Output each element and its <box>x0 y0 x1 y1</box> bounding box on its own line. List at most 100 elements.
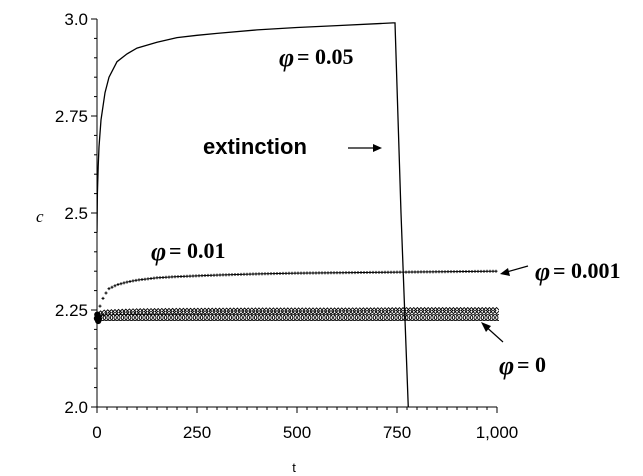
annotation-extinction: extinction <box>203 134 307 159</box>
series-marker <box>492 306 499 315</box>
series-marker <box>145 314 153 322</box>
y-tick-label: 2.25 <box>55 301 88 320</box>
series-marker <box>120 314 128 322</box>
series-marker <box>405 314 413 322</box>
series-marker <box>466 314 474 322</box>
series-marker <box>408 314 416 322</box>
series-marker <box>387 314 395 322</box>
series-marker <box>397 314 405 322</box>
annotation-phi-001: φ = 0.01 <box>151 237 226 266</box>
series-marker <box>217 314 225 322</box>
series-marker <box>178 314 186 322</box>
series-marker <box>207 314 215 322</box>
series-marker <box>315 314 323 322</box>
series-marker <box>156 314 164 322</box>
y-tick-label: 2.5 <box>64 204 88 223</box>
series-marker <box>135 314 143 322</box>
series-diamond-markers <box>97 306 499 319</box>
series-marker <box>477 314 485 322</box>
series-marker <box>142 314 150 322</box>
series-marker <box>415 314 423 322</box>
axes <box>96 19 497 408</box>
series-marker <box>347 314 355 322</box>
series-marker <box>336 314 344 322</box>
series-marker <box>261 314 269 322</box>
y-tick-label: 2.0 <box>64 398 88 417</box>
initial-cluster <box>93 311 102 325</box>
series-circle-markers <box>97 314 499 322</box>
series-marker <box>246 314 254 322</box>
series-marker <box>491 314 499 322</box>
annotation-phi-0-value: = 0 <box>517 352 546 377</box>
series-marker <box>100 309 108 317</box>
series-marker <box>199 314 207 322</box>
annotation-phi-0001-symbol: φ <box>535 257 550 286</box>
series-marker <box>106 314 114 322</box>
series-marker <box>462 314 470 322</box>
series-marker <box>293 314 301 322</box>
x-tick-label: 750 <box>383 423 411 442</box>
annotation-phi-0001: φ = 0.001 <box>535 257 621 286</box>
series-marker <box>282 314 290 322</box>
series-marker <box>459 314 467 322</box>
annotation-phi-0: φ = 0 <box>499 351 546 380</box>
x-tick-label: 250 <box>183 423 211 442</box>
series-marker <box>221 314 229 322</box>
annotation-phi-001-symbol: φ <box>151 237 166 266</box>
series-marker <box>412 314 420 322</box>
series-marker <box>318 314 326 322</box>
series-marker <box>127 314 135 322</box>
cluster-marker <box>95 317 102 325</box>
series-line <box>97 22 409 407</box>
series-marker <box>304 314 312 322</box>
series-marker <box>192 314 200 322</box>
series-marker <box>351 314 359 322</box>
series-marker <box>423 314 431 322</box>
series-marker <box>354 314 362 322</box>
y-tick-label: 3.0 <box>64 10 88 29</box>
series-marker <box>138 314 146 322</box>
series-marker <box>369 314 377 322</box>
series-marker <box>361 314 369 322</box>
series-marker <box>268 314 276 322</box>
series-marker <box>196 314 204 322</box>
ticks: 0 250 500 750 1,000 2.0 2.25 2.5 2.75 3.0 <box>55 10 518 442</box>
series-marker <box>275 314 283 322</box>
y-tick-label: 2.75 <box>55 107 88 126</box>
series-marker <box>426 314 434 322</box>
series-marker <box>102 314 110 322</box>
series-marker <box>243 314 251 322</box>
series-marker <box>455 314 463 322</box>
series-marker <box>300 314 308 322</box>
series-marker <box>289 314 297 322</box>
series-marker <box>109 314 117 322</box>
series-marker <box>437 314 445 322</box>
series-marker <box>210 314 218 322</box>
series-marker <box>264 314 272 322</box>
series-marker <box>214 314 222 322</box>
series-marker <box>383 314 391 322</box>
series-marker <box>433 314 441 322</box>
annotation-phi-0001-value: = 0.001 <box>553 258 621 283</box>
series-marker <box>394 314 402 322</box>
series-marker <box>232 314 240 322</box>
series-solid <box>97 22 409 407</box>
series-marker <box>163 314 171 322</box>
series-plus-markers <box>97 269 498 320</box>
series-marker <box>401 314 409 322</box>
series-marker <box>311 314 319 322</box>
series-marker <box>358 314 366 322</box>
series-marker <box>174 314 182 322</box>
series-marker <box>124 314 132 322</box>
phi-0001-arrow <box>500 265 529 276</box>
series-marker <box>372 314 380 322</box>
series-marker <box>390 314 398 322</box>
x-tick-label: 0 <box>92 423 101 442</box>
series-marker <box>235 314 243 322</box>
x-tick-label: 500 <box>283 423 311 442</box>
series-marker <box>329 314 337 322</box>
x-tick-label: 1,000 <box>476 423 519 442</box>
series-marker <box>495 314 499 322</box>
series-marker <box>322 314 330 322</box>
